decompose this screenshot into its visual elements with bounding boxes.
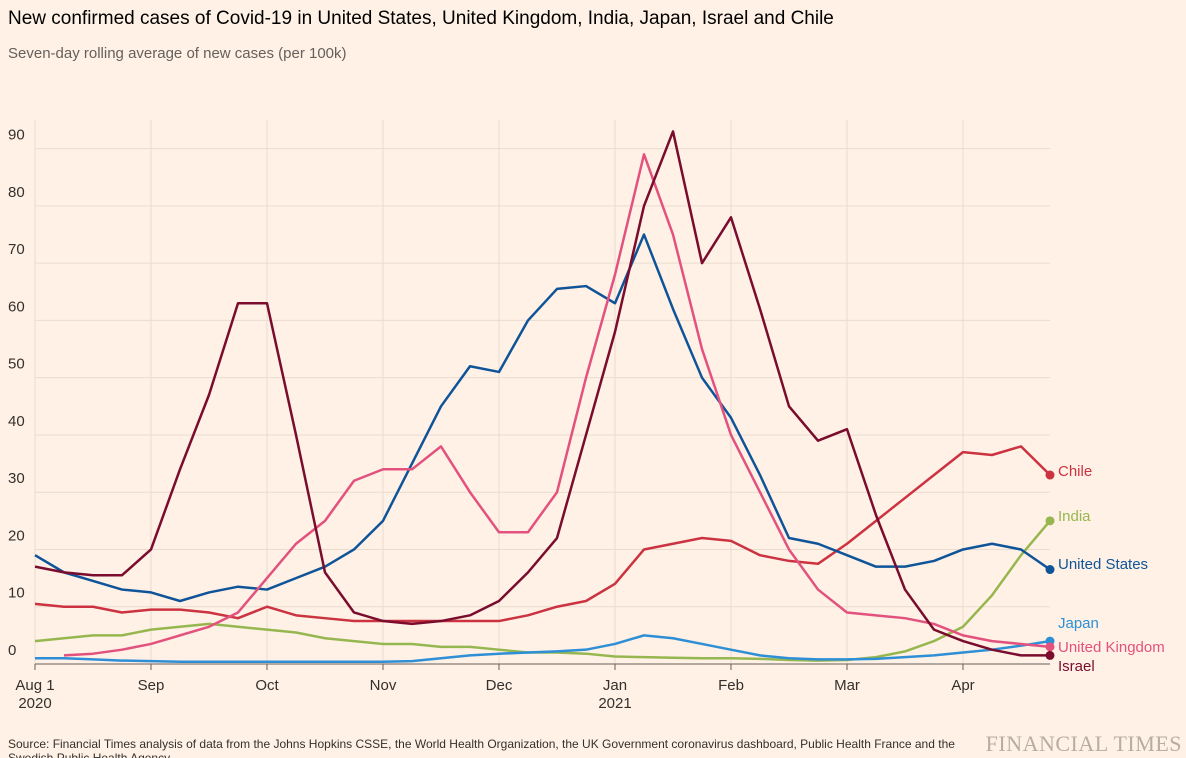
y-tick-label: 30 [8,470,25,487]
x-tick-label: Feb [718,677,744,694]
series-label: India [1058,508,1091,525]
series-line [63,153,1051,657]
series-label: Israel [1058,658,1095,675]
y-tick-label: 10 [8,585,25,602]
x-tick-label: Sep [138,677,165,694]
series-line [34,130,1050,657]
brand-logo: FINANCIAL TIMES [985,731,1182,756]
end-point [1045,642,1055,652]
source-note: Source: Financial Times analysis of data… [8,737,955,758]
series-line [34,520,1051,662]
x-tick-label: Jan 2021 [598,677,631,712]
x-tick-label: Aug 1 2020 [15,677,54,712]
y-tick-label: 50 [8,356,25,373]
y-tick-label: 90 [8,127,25,144]
series-label: Japan [1058,615,1099,632]
x-tick-label: Apr [951,677,974,694]
y-tick-label: 60 [8,298,25,315]
series-line [34,233,1051,603]
y-tick-label: 0 [8,642,16,659]
series-line [34,445,1051,623]
y-tick-label: 20 [8,527,25,544]
x-tick-label: Nov [370,677,397,694]
y-tick-label: 80 [8,184,25,201]
x-tick-label: Dec [486,677,513,694]
series-label: United Kingdom [1058,639,1165,656]
end-point [1045,650,1055,660]
end-point [1045,470,1055,480]
chart-subtitle: Seven-day rolling average of new cases (… [8,45,347,62]
end-point [1045,565,1055,575]
y-tick-label: 40 [8,413,25,430]
x-tick-label: Oct [255,677,279,694]
chart: New confirmed cases of Covid-19 in Unite… [8,8,1165,712]
series-label: Chile [1058,463,1092,480]
chart-title: New confirmed cases of Covid-19 in Unite… [8,8,834,29]
y-tick-label: 70 [8,241,25,258]
series-label: United States [1058,556,1148,573]
series-line [35,634,1051,663]
x-tick-label: Mar [834,677,860,694]
end-point [1045,516,1055,526]
